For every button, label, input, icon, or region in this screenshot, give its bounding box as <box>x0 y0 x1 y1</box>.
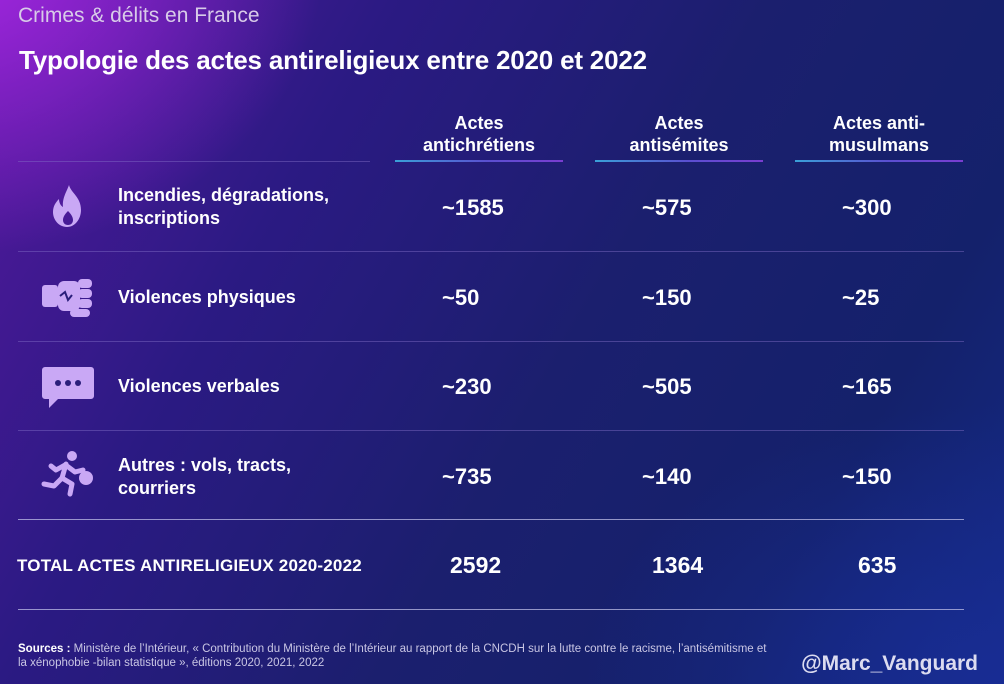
row-label-line: Violences verbales <box>118 376 280 396</box>
column-underline <box>395 160 563 162</box>
row-label-incendies: Incendies, dégradations, inscriptions <box>118 184 388 230</box>
value-cell: ~140 <box>642 464 692 489</box>
column-underline <box>595 160 763 162</box>
supertitle: Crimes & délits en France <box>18 4 260 27</box>
row-label-line: Incendies, dégradations, <box>118 185 330 205</box>
total-label: TOTAL ACTES ANTIRELIGIEUX 2020-2022 <box>17 556 362 575</box>
row-divider <box>18 161 370 162</box>
total-value: 1364 <box>652 552 704 578</box>
value-cell: ~300 <box>842 195 892 220</box>
watermark: @Marc_Vanguard <box>801 652 978 675</box>
row-label-line: Violences physiques <box>118 287 296 307</box>
column-header-antimusulmans: Actes anti- musulmans <box>794 112 964 156</box>
row-label-line: Autres : vols, tracts, <box>118 455 292 475</box>
value-cell: ~50 <box>442 285 480 310</box>
row-label-violences-verbales: Violences verbales <box>118 375 388 398</box>
value-cell: ~150 <box>842 464 892 489</box>
total-value: 2592 <box>450 552 502 578</box>
speech-bubble-icon <box>40 363 96 411</box>
column-header-line: Actes anti- <box>832 113 926 133</box>
column-header-line: Actes <box>654 113 704 133</box>
fist-icon <box>40 273 96 321</box>
column-header-line: musulmans <box>828 135 930 155</box>
value-cell: ~735 <box>442 464 492 489</box>
sources-note: Sources : Ministère de l’Intérieur, « Co… <box>18 642 778 670</box>
column-header-antichretiens: Actes antichrétiens <box>394 112 564 156</box>
row-label-autres: Autres : vols, tracts, courriers <box>118 454 388 500</box>
total-divider <box>18 519 964 520</box>
row-divider <box>18 430 964 431</box>
sources-text: Ministère de l’Intérieur, « Contribution… <box>18 643 767 669</box>
sources-label: Sources : <box>18 643 71 655</box>
row-label-line: courriers <box>118 478 197 498</box>
value-cell: ~505 <box>642 374 692 399</box>
column-header-line: antisémites <box>629 135 729 155</box>
column-underline <box>795 160 963 162</box>
value-cell: ~1585 <box>442 195 504 220</box>
total-value: 635 <box>858 552 897 578</box>
row-label-line: inscriptions <box>118 208 221 228</box>
row-label-violences-physiques: Violences physiques <box>118 286 388 309</box>
bottom-divider <box>18 609 964 610</box>
running-thief-icon <box>40 450 96 498</box>
row-divider <box>18 341 964 342</box>
column-header-line: Actes <box>454 113 504 133</box>
column-header-antisemites: Actes antisémites <box>594 112 764 156</box>
value-cell: ~230 <box>442 374 492 399</box>
chart-title: Typologie des actes antireligieux entre … <box>19 45 647 75</box>
value-cell: ~165 <box>842 374 892 399</box>
value-cell: ~575 <box>642 195 692 220</box>
flame-icon <box>40 183 96 231</box>
value-cell: ~25 <box>842 285 880 310</box>
row-divider <box>18 251 964 252</box>
value-cell: ~150 <box>642 285 692 310</box>
column-header-line: antichrétiens <box>422 135 536 155</box>
